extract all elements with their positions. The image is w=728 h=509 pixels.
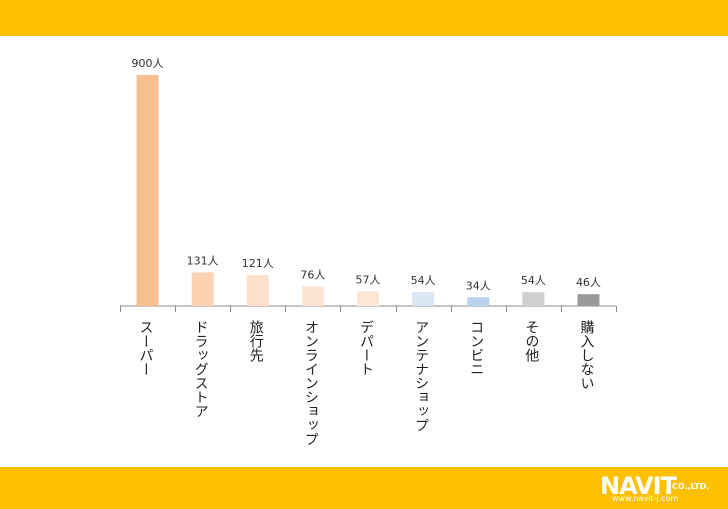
- bar-2: [191, 272, 214, 306]
- bar-3: [246, 274, 269, 306]
- bar-5: [357, 291, 379, 306]
- bar-7: [467, 297, 490, 306]
- category-label-6: アンテナショップ: [413, 320, 429, 432]
- data-label-9: 46人: [576, 276, 601, 289]
- category-label-5: デパート: [358, 320, 374, 376]
- data-label-2: 131人: [187, 254, 219, 267]
- data-label-6: 54人: [411, 274, 436, 287]
- data-label-8: 54人: [521, 274, 546, 287]
- category-label-4: オンラインショップ: [303, 320, 319, 446]
- bar-6: [412, 292, 435, 306]
- logo-url: www.navit-j.com: [612, 494, 679, 503]
- logo-suffix: CO.,LTD.: [672, 482, 710, 491]
- data-label-5: 57人: [356, 273, 381, 286]
- category-label-7: コンビニ: [468, 320, 484, 376]
- bar-1: [136, 75, 159, 306]
- category-label-1: スーパー: [138, 320, 154, 376]
- navit-logo: NAVIT CO.,LTD. www.navit-j.com: [600, 474, 718, 504]
- category-label-3: 旅行先: [248, 320, 264, 363]
- bar-8: [522, 292, 545, 306]
- data-label-3: 121人: [242, 257, 274, 270]
- bar-9: [577, 294, 600, 306]
- top-band: [0, 0, 728, 36]
- bottom-band: [0, 467, 728, 509]
- logo-text: NAVIT: [600, 472, 677, 500]
- bar-4: [301, 286, 324, 306]
- category-label-8: その他: [523, 320, 539, 363]
- category-label-9: 購入しない: [578, 320, 594, 390]
- data-label-4: 76人: [300, 268, 325, 281]
- data-label-1: 900人: [132, 57, 164, 70]
- category-label-2: ドラッグストア: [193, 320, 209, 418]
- data-label-7: 34人: [466, 279, 491, 292]
